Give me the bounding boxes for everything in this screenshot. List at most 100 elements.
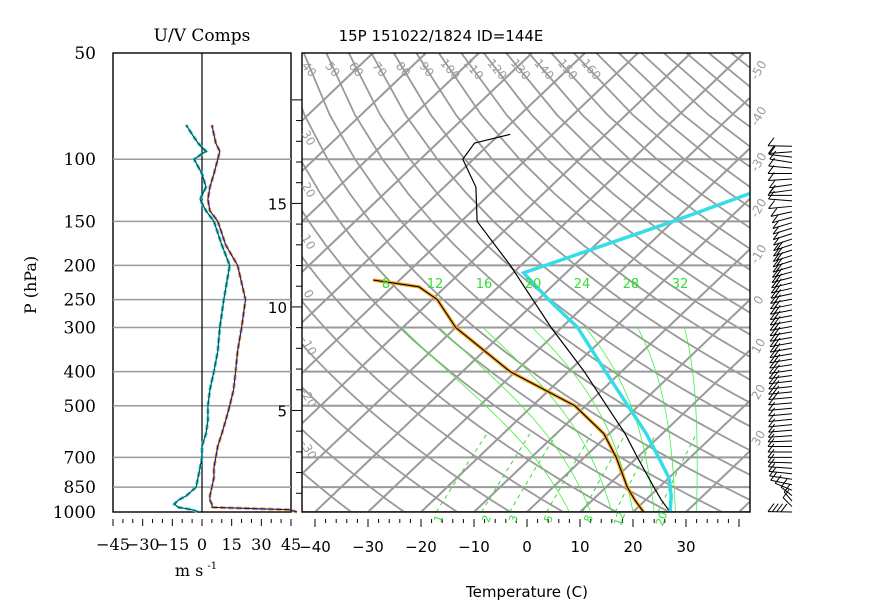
wind-barb	[769, 375, 793, 380]
uv-series-u	[207, 124, 298, 513]
moist-adiabat	[439, 327, 591, 512]
pressure-tick-label: 500	[64, 397, 96, 417]
pressure-tick-label: 400	[64, 363, 96, 383]
wind-barb	[768, 205, 793, 209]
theta-label: 100	[437, 56, 462, 83]
dry-adiabat	[821, 53, 887, 512]
wind-barb	[768, 385, 793, 390]
isotherm-label: 0	[751, 293, 767, 307]
theta-label: 110	[461, 56, 486, 83]
temp-x-tick-label: 0	[522, 538, 532, 556]
moist-adiabat	[684, 327, 698, 512]
wind-barb-flag	[768, 402, 775, 411]
sounding-title: 15P 151022/1824 ID=144E	[339, 27, 544, 45]
y-axis-label: P (hPa)	[21, 256, 40, 314]
wind-barb	[768, 413, 793, 417]
wind-barb	[768, 151, 793, 155]
wind-barb	[772, 227, 793, 235]
dry-adiabat	[550, 53, 750, 229]
wind-barb-flag	[771, 503, 779, 512]
wind-barb	[770, 325, 793, 331]
wind-barb	[780, 486, 793, 497]
mixing-ratio-label: 32	[672, 277, 689, 292]
wind-barb	[769, 475, 793, 480]
wind-barb	[770, 293, 793, 299]
wind-barb	[770, 479, 793, 486]
wind-barb	[768, 470, 793, 475]
wind-barb-flag	[768, 423, 775, 433]
wind-barb	[771, 282, 793, 289]
isotherm-label: 20	[749, 382, 769, 402]
wind-barb	[775, 482, 793, 491]
dry-adiabat	[844, 53, 887, 512]
wind-barb	[770, 331, 793, 337]
wind-barb-flag	[767, 503, 775, 512]
dry-adiabat	[77, 53, 298, 512]
wind-barb-flag	[780, 503, 788, 513]
wind-barb-flag	[772, 374, 780, 384]
adiabat-label: -10	[297, 334, 319, 358]
wind-barb	[769, 369, 793, 374]
mixing-ratio-label: 20	[525, 277, 542, 292]
height-tick-label: 15	[268, 195, 287, 213]
wind-barbs	[767, 137, 793, 513]
temp-x-tick-label: −10	[458, 538, 490, 556]
moist-adiabat	[585, 327, 655, 512]
wind-barb-flag	[767, 449, 775, 458]
wind-barb	[769, 189, 793, 194]
wind-barb	[769, 353, 793, 359]
isotherm	[302, 53, 745, 476]
wind-barb	[768, 198, 793, 202]
wind-barb	[768, 153, 793, 158]
isotherm	[302, 53, 480, 223]
wind-barb	[771, 276, 793, 284]
wind-barb-flag	[772, 220, 780, 229]
isotherm-label: 10	[749, 336, 769, 356]
isotherm	[367, 146, 750, 512]
wind-barb	[768, 178, 793, 181]
wind-barb-flag	[773, 364, 780, 374]
theta-label: 50	[322, 59, 343, 80]
mixing-ratio-bottom-label: 3	[506, 513, 521, 524]
wind-barb-flag	[767, 433, 775, 443]
wind-barb	[768, 424, 793, 428]
mixing-ratio-bottom-label: 1	[431, 513, 446, 524]
isotherm	[302, 53, 427, 173]
dry-adiabat	[393, 53, 750, 381]
isotherm	[314, 96, 750, 512]
wind-barb-flag	[772, 390, 780, 400]
isotherm-label: 30	[749, 428, 769, 448]
pressure-tick-label: 1000	[53, 503, 96, 523]
wind-barb	[771, 287, 793, 294]
wind-barb	[769, 158, 793, 164]
dry-adiabat	[302, 299, 564, 512]
theta-label: 160	[578, 56, 603, 83]
wind-barb	[783, 491, 793, 502]
wind-barb	[782, 497, 793, 507]
mixing-ratio-label: 16	[476, 277, 493, 292]
wind-barb	[769, 364, 793, 369]
isotherm	[632, 399, 750, 512]
wind-barb	[772, 271, 793, 278]
dry-adiabat	[302, 470, 352, 512]
wind-barb-flag	[767, 453, 775, 463]
dry-adiabat	[302, 343, 511, 512]
wind-barb-flag	[772, 369, 780, 379]
wind-barb-flag	[768, 413, 776, 422]
isotherm	[579, 348, 750, 512]
mixing-ratio-bottom-label: 8	[581, 513, 596, 524]
wind-barb	[770, 309, 793, 315]
wind-barb	[773, 249, 793, 257]
dry-adiabat	[302, 105, 750, 501]
wind-barb-flag	[768, 145, 775, 154]
theta-label: 70	[369, 59, 390, 80]
mixing-ratio-label: 8	[382, 277, 390, 292]
mixing-ratio-bottom-label: 2	[479, 513, 494, 524]
mixing-ratio-label: 28	[623, 277, 640, 292]
mixing-ratio-label: 12	[427, 277, 444, 292]
wind-barb	[769, 342, 793, 348]
dry-adiabat	[302, 208, 670, 512]
wind-barb-flag	[768, 418, 776, 428]
uv-series-v	[173, 124, 231, 513]
pressure-tick-label: 100	[64, 150, 96, 170]
